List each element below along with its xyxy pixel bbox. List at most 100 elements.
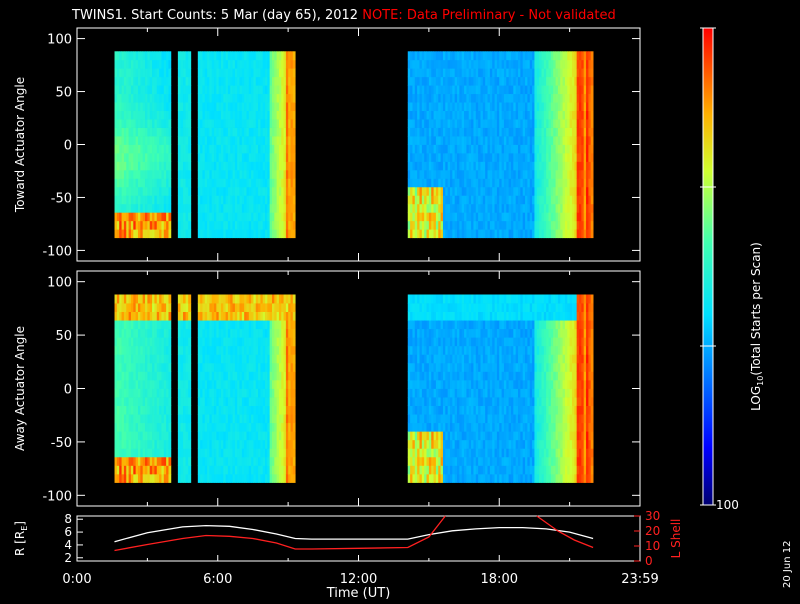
heatmap-cell <box>281 178 284 188</box>
heatmap-cell <box>258 439 261 449</box>
heatmap-cell <box>114 303 118 312</box>
heatmap-cell <box>159 220 162 230</box>
heatmap-cell <box>513 229 517 239</box>
heatmap-cell <box>447 59 451 69</box>
heatmap-cell <box>166 76 169 86</box>
heatmap-cell <box>440 110 444 120</box>
heatmap-cell <box>414 414 418 424</box>
heatmap-cell <box>255 93 259 103</box>
heatmap-cell <box>290 303 294 312</box>
heatmap-cell <box>216 405 220 415</box>
heatmap-cell <box>494 59 498 69</box>
heatmap-cell <box>431 136 434 145</box>
heatmap-cell <box>274 371 278 381</box>
heatmap-cell <box>424 136 427 145</box>
heatmap-cell <box>128 311 132 321</box>
heatmap-cell <box>419 144 423 154</box>
heatmap-cell <box>410 136 413 145</box>
heatmap-cell <box>543 229 547 239</box>
heatmap-cell <box>588 68 592 78</box>
heatmap-cell <box>569 212 573 222</box>
heatmap-cell <box>546 169 549 179</box>
heatmap-cell <box>431 229 434 239</box>
heatmap-cell <box>541 161 545 171</box>
heatmap-cell <box>581 68 585 78</box>
heatmap-cell <box>255 110 259 120</box>
heatmap-cell <box>188 294 192 304</box>
heatmap-cell <box>459 169 463 179</box>
heatmap-cell <box>202 178 206 188</box>
heatmap-cell <box>156 388 160 398</box>
heatmap-cell <box>126 465 130 475</box>
heatmap-cell <box>114 59 118 69</box>
heatmap-cell <box>114 371 118 381</box>
heatmap-cell <box>241 311 245 321</box>
heatmap-cell <box>288 448 291 458</box>
heatmap-cell <box>225 414 229 424</box>
heatmap-cell <box>234 362 238 372</box>
heatmap-cell <box>177 303 181 312</box>
heatmap-cell <box>260 93 264 103</box>
heatmap-cell <box>525 152 528 162</box>
heatmap-cell <box>419 337 423 347</box>
heatmap-cell <box>527 195 531 205</box>
heatmap-cell <box>506 51 510 61</box>
heatmap-cell <box>419 229 423 239</box>
heatmap-cell <box>154 169 158 179</box>
heatmap-cell <box>183 371 187 381</box>
heatmap-cell <box>529 93 533 103</box>
heatmap-cell <box>515 169 519 179</box>
heatmap-cell <box>202 127 206 137</box>
heatmap-cell <box>116 127 120 137</box>
heatmap-cell <box>218 169 222 179</box>
heatmap-cell <box>494 195 498 205</box>
heatmap-cell <box>246 212 250 222</box>
heatmap-cell <box>154 439 158 449</box>
heatmap-cell <box>265 220 268 230</box>
heatmap-cell <box>163 405 167 415</box>
heatmap-cell <box>185 345 189 355</box>
heatmap-cell <box>588 110 592 120</box>
heatmap-cell <box>501 76 505 86</box>
heatmap-cell <box>209 136 213 145</box>
heatmap-cell <box>177 161 181 171</box>
heatmap-cell <box>185 354 189 364</box>
heatmap-cell <box>562 186 566 196</box>
heatmap-cell <box>290 362 294 372</box>
heatmap-cell <box>246 473 250 483</box>
heatmap-cell <box>202 328 206 338</box>
heatmap-cell <box>116 136 120 145</box>
heatmap-cell <box>253 311 257 321</box>
heatmap-cell <box>223 405 227 415</box>
heatmap-cell <box>518 76 521 86</box>
heatmap-cell <box>522 68 526 78</box>
heatmap-cell <box>253 136 257 145</box>
heatmap-cell <box>168 439 172 449</box>
heatmap-cell <box>508 186 512 196</box>
heatmap-cell <box>161 169 165 179</box>
heatmap-cell <box>161 303 165 312</box>
heatmap-cell <box>163 178 167 188</box>
heatmap-cell <box>220 59 224 69</box>
heatmap-cell <box>255 51 259 61</box>
heatmap-cell <box>156 405 160 415</box>
heatmap-cell <box>520 59 524 69</box>
heatmap-cell <box>123 456 127 466</box>
heatmap-cell <box>499 51 502 61</box>
heatmap-cell <box>163 161 167 171</box>
heatmap-cell <box>410 473 413 483</box>
heatmap-cell <box>290 405 294 415</box>
heatmap-cell <box>510 102 514 112</box>
heatmap-cell <box>265 178 268 188</box>
heatmap-cell <box>237 371 240 381</box>
heatmap-cell <box>292 229 296 239</box>
heatmap-cell <box>156 422 160 432</box>
heatmap-cell <box>274 414 278 424</box>
heatmap-cell <box>260 328 264 338</box>
heatmap-cell <box>499 59 502 69</box>
heatmap-cell <box>154 51 158 61</box>
heatmap-cell <box>449 169 453 179</box>
heatmap-cell <box>442 127 446 137</box>
heatmap-cell <box>567 203 571 213</box>
heatmap-cell <box>159 354 162 364</box>
